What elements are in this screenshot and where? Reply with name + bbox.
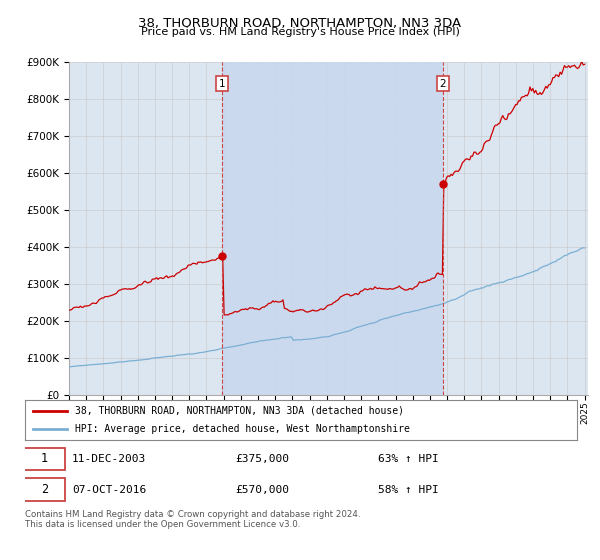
- Text: 1: 1: [41, 452, 48, 465]
- Text: 38, THORBURN ROAD, NORTHAMPTON, NN3 3DA (detached house): 38, THORBURN ROAD, NORTHAMPTON, NN3 3DA …: [75, 405, 404, 416]
- Text: 1: 1: [219, 79, 226, 89]
- Text: 38, THORBURN ROAD, NORTHAMPTON, NN3 3DA: 38, THORBURN ROAD, NORTHAMPTON, NN3 3DA: [139, 17, 461, 30]
- Text: 63% ↑ HPI: 63% ↑ HPI: [379, 454, 439, 464]
- Text: 07-OCT-2016: 07-OCT-2016: [72, 485, 146, 494]
- Text: Contains HM Land Registry data © Crown copyright and database right 2024.
This d: Contains HM Land Registry data © Crown c…: [25, 510, 361, 529]
- Text: £570,000: £570,000: [235, 485, 289, 494]
- FancyBboxPatch shape: [24, 478, 65, 501]
- Text: 11-DEC-2003: 11-DEC-2003: [72, 454, 146, 464]
- Text: HPI: Average price, detached house, West Northamptonshire: HPI: Average price, detached house, West…: [75, 424, 410, 435]
- Bar: [222, 62, 443, 395]
- Text: £375,000: £375,000: [235, 454, 289, 464]
- Text: 2: 2: [439, 79, 446, 89]
- Text: Price paid vs. HM Land Registry's House Price Index (HPI): Price paid vs. HM Land Registry's House …: [140, 27, 460, 37]
- FancyBboxPatch shape: [24, 447, 65, 470]
- Text: 58% ↑ HPI: 58% ↑ HPI: [379, 485, 439, 494]
- Text: 2: 2: [41, 483, 48, 496]
